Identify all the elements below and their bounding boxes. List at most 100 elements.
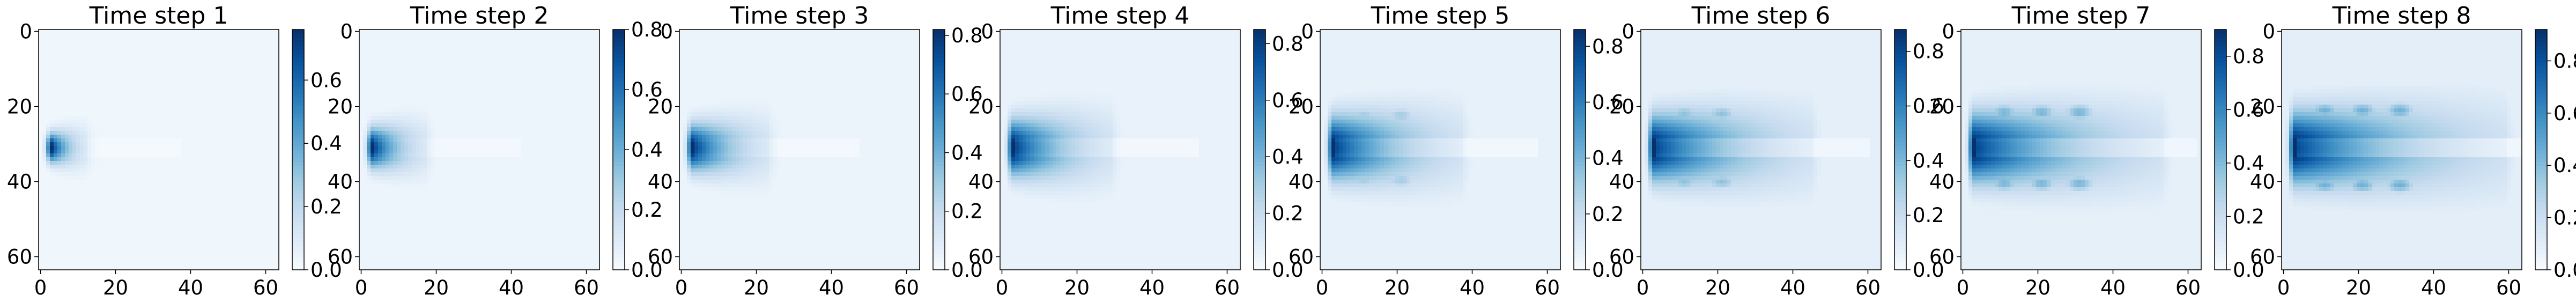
heatmap-cell	[95, 123, 99, 128]
heatmap-cell	[230, 198, 234, 203]
heatmap-cell	[72, 105, 77, 109]
heatmap-cell	[211, 142, 216, 146]
heatmap-cell	[80, 165, 84, 169]
heatmap-cell	[162, 90, 167, 94]
heatmap-cell	[91, 48, 95, 53]
heatmap-cell	[65, 116, 69, 120]
heatmap-cell	[196, 198, 201, 203]
heatmap-cell	[72, 150, 77, 154]
heatmap-cell	[121, 63, 125, 68]
heatmap-cell	[271, 131, 276, 135]
heatmap-cell	[170, 236, 174, 240]
heatmap-cell	[181, 86, 186, 90]
heatmap-cell	[132, 90, 137, 94]
heatmap-cell	[234, 210, 238, 214]
heatmap-cell	[147, 75, 152, 79]
heatmap-cell	[46, 86, 50, 90]
heatmap-cell	[46, 161, 50, 165]
heatmap-cell	[95, 127, 99, 131]
heatmap-cell	[185, 157, 189, 161]
heatmap-cell	[264, 112, 268, 116]
heatmap-cell	[125, 153, 129, 158]
heatmap-cell	[181, 123, 186, 128]
heatmap-cell	[39, 161, 43, 165]
heatmap-cell	[87, 229, 92, 233]
heatmap-cell	[147, 67, 152, 71]
heatmap-cell	[223, 75, 227, 79]
heatmap-cell	[170, 48, 174, 53]
heatmap-cell	[84, 146, 88, 150]
heatmap-cell	[174, 191, 178, 195]
heatmap-cell	[271, 48, 276, 53]
heatmap-cell	[200, 229, 204, 233]
heatmap-cell	[253, 41, 257, 45]
heatmap-cell	[226, 168, 231, 173]
heatmap-cell	[230, 217, 234, 222]
heatmap-cell	[271, 161, 276, 165]
heatmap-cell	[91, 150, 95, 154]
heatmap-cell	[140, 213, 144, 218]
heatmap-cell	[140, 123, 144, 128]
heatmap-cell	[181, 157, 186, 161]
heatmap-cell	[256, 232, 261, 237]
heatmap-cell	[238, 60, 242, 64]
heatmap-cell	[102, 244, 107, 248]
heatmap-cell	[110, 86, 114, 90]
heatmap-cell	[185, 75, 189, 79]
heatmap-cell	[215, 78, 219, 83]
heatmap-cell	[57, 161, 62, 165]
heatmap-cell	[260, 120, 264, 124]
heatmap-cell	[61, 138, 65, 143]
heatmap-cell	[211, 232, 216, 237]
heatmap-cell	[151, 105, 156, 109]
heatmap-cell	[69, 240, 73, 244]
heatmap-cell	[65, 45, 69, 49]
heatmap-cell	[76, 30, 80, 34]
heatmap-cell	[226, 60, 231, 64]
heatmap-cell	[166, 131, 171, 135]
heatmap-cell	[87, 37, 92, 41]
heatmap-cell	[249, 213, 253, 218]
heatmap-cell	[84, 86, 88, 90]
heatmap-cell	[271, 90, 276, 94]
heatmap-cell	[230, 56, 234, 60]
heatmap-cell	[65, 30, 69, 34]
heatmap-cell	[260, 105, 264, 109]
heatmap-cell	[271, 71, 276, 75]
heatmap-cell	[215, 30, 219, 34]
heatmap-cell	[106, 236, 110, 240]
heatmap-cell	[162, 206, 167, 210]
heatmap-cell	[99, 60, 103, 64]
heatmap-cell	[215, 221, 219, 225]
heatmap-cell	[238, 127, 242, 131]
heatmap-cell	[271, 217, 276, 222]
heatmap-cell	[95, 150, 99, 154]
heatmap-cell	[170, 150, 174, 154]
heatmap-cell	[80, 202, 84, 207]
heatmap-cell	[144, 120, 148, 124]
heatmap-cell	[245, 217, 249, 222]
heatmap-cell	[102, 67, 107, 71]
heatmap-cell	[42, 78, 47, 83]
heatmap-cell	[140, 67, 144, 71]
heatmap-cell	[238, 112, 242, 116]
heatmap-cell	[215, 67, 219, 71]
heatmap-cell	[129, 97, 133, 101]
heatmap-cell	[215, 108, 219, 113]
heatmap-cell	[57, 120, 62, 124]
heatmap-cell	[260, 150, 264, 154]
heatmap-cell	[230, 150, 234, 154]
heatmap-cell	[121, 142, 125, 146]
heatmap-cell	[260, 75, 264, 79]
heatmap-cell	[117, 78, 122, 83]
heatmap-cell	[256, 195, 261, 199]
heatmap-cell	[159, 93, 163, 98]
heatmap-cell	[215, 71, 219, 75]
heatmap-cell	[57, 213, 62, 218]
heatmap-cell	[193, 93, 197, 98]
heatmap-cell	[46, 131, 50, 135]
heatmap-cell	[84, 168, 88, 173]
heatmap-cell	[253, 63, 257, 68]
heatmap-cell	[208, 198, 212, 203]
heatmap-cell	[159, 52, 163, 56]
